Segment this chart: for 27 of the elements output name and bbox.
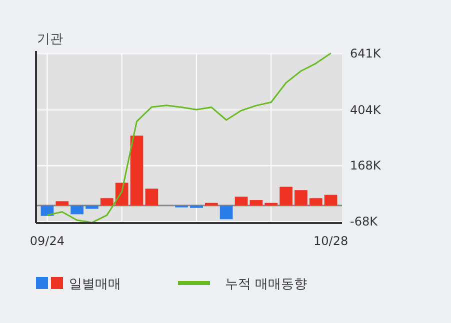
bar [145,188,158,206]
bar [250,200,263,206]
bar [100,198,114,206]
line-series [46,52,332,224]
bar [204,202,218,206]
bar [234,196,248,206]
bar [130,136,144,206]
legend-label: 누적 매매동향 [225,277,308,292]
y-tick-label: -68K [350,214,379,229]
legend-label: 일별매매 [69,277,121,292]
bar [86,205,98,209]
x-tick-label: 10/28 [314,234,348,248]
bar [70,205,84,214]
y-tick-label: 404K [350,102,382,117]
bar [280,186,292,206]
bar [56,201,69,206]
bar [40,205,54,216]
chart-title: 기관 [37,32,63,47]
bar [220,205,233,220]
x-tick-label: 09/24 [30,234,64,248]
bar [309,198,322,206]
bar [264,202,278,206]
y-tick-label: 168K [350,158,382,173]
bar [190,205,203,208]
bar [294,190,308,206]
y-tick-label: 641K [350,46,382,61]
bar [324,194,338,206]
